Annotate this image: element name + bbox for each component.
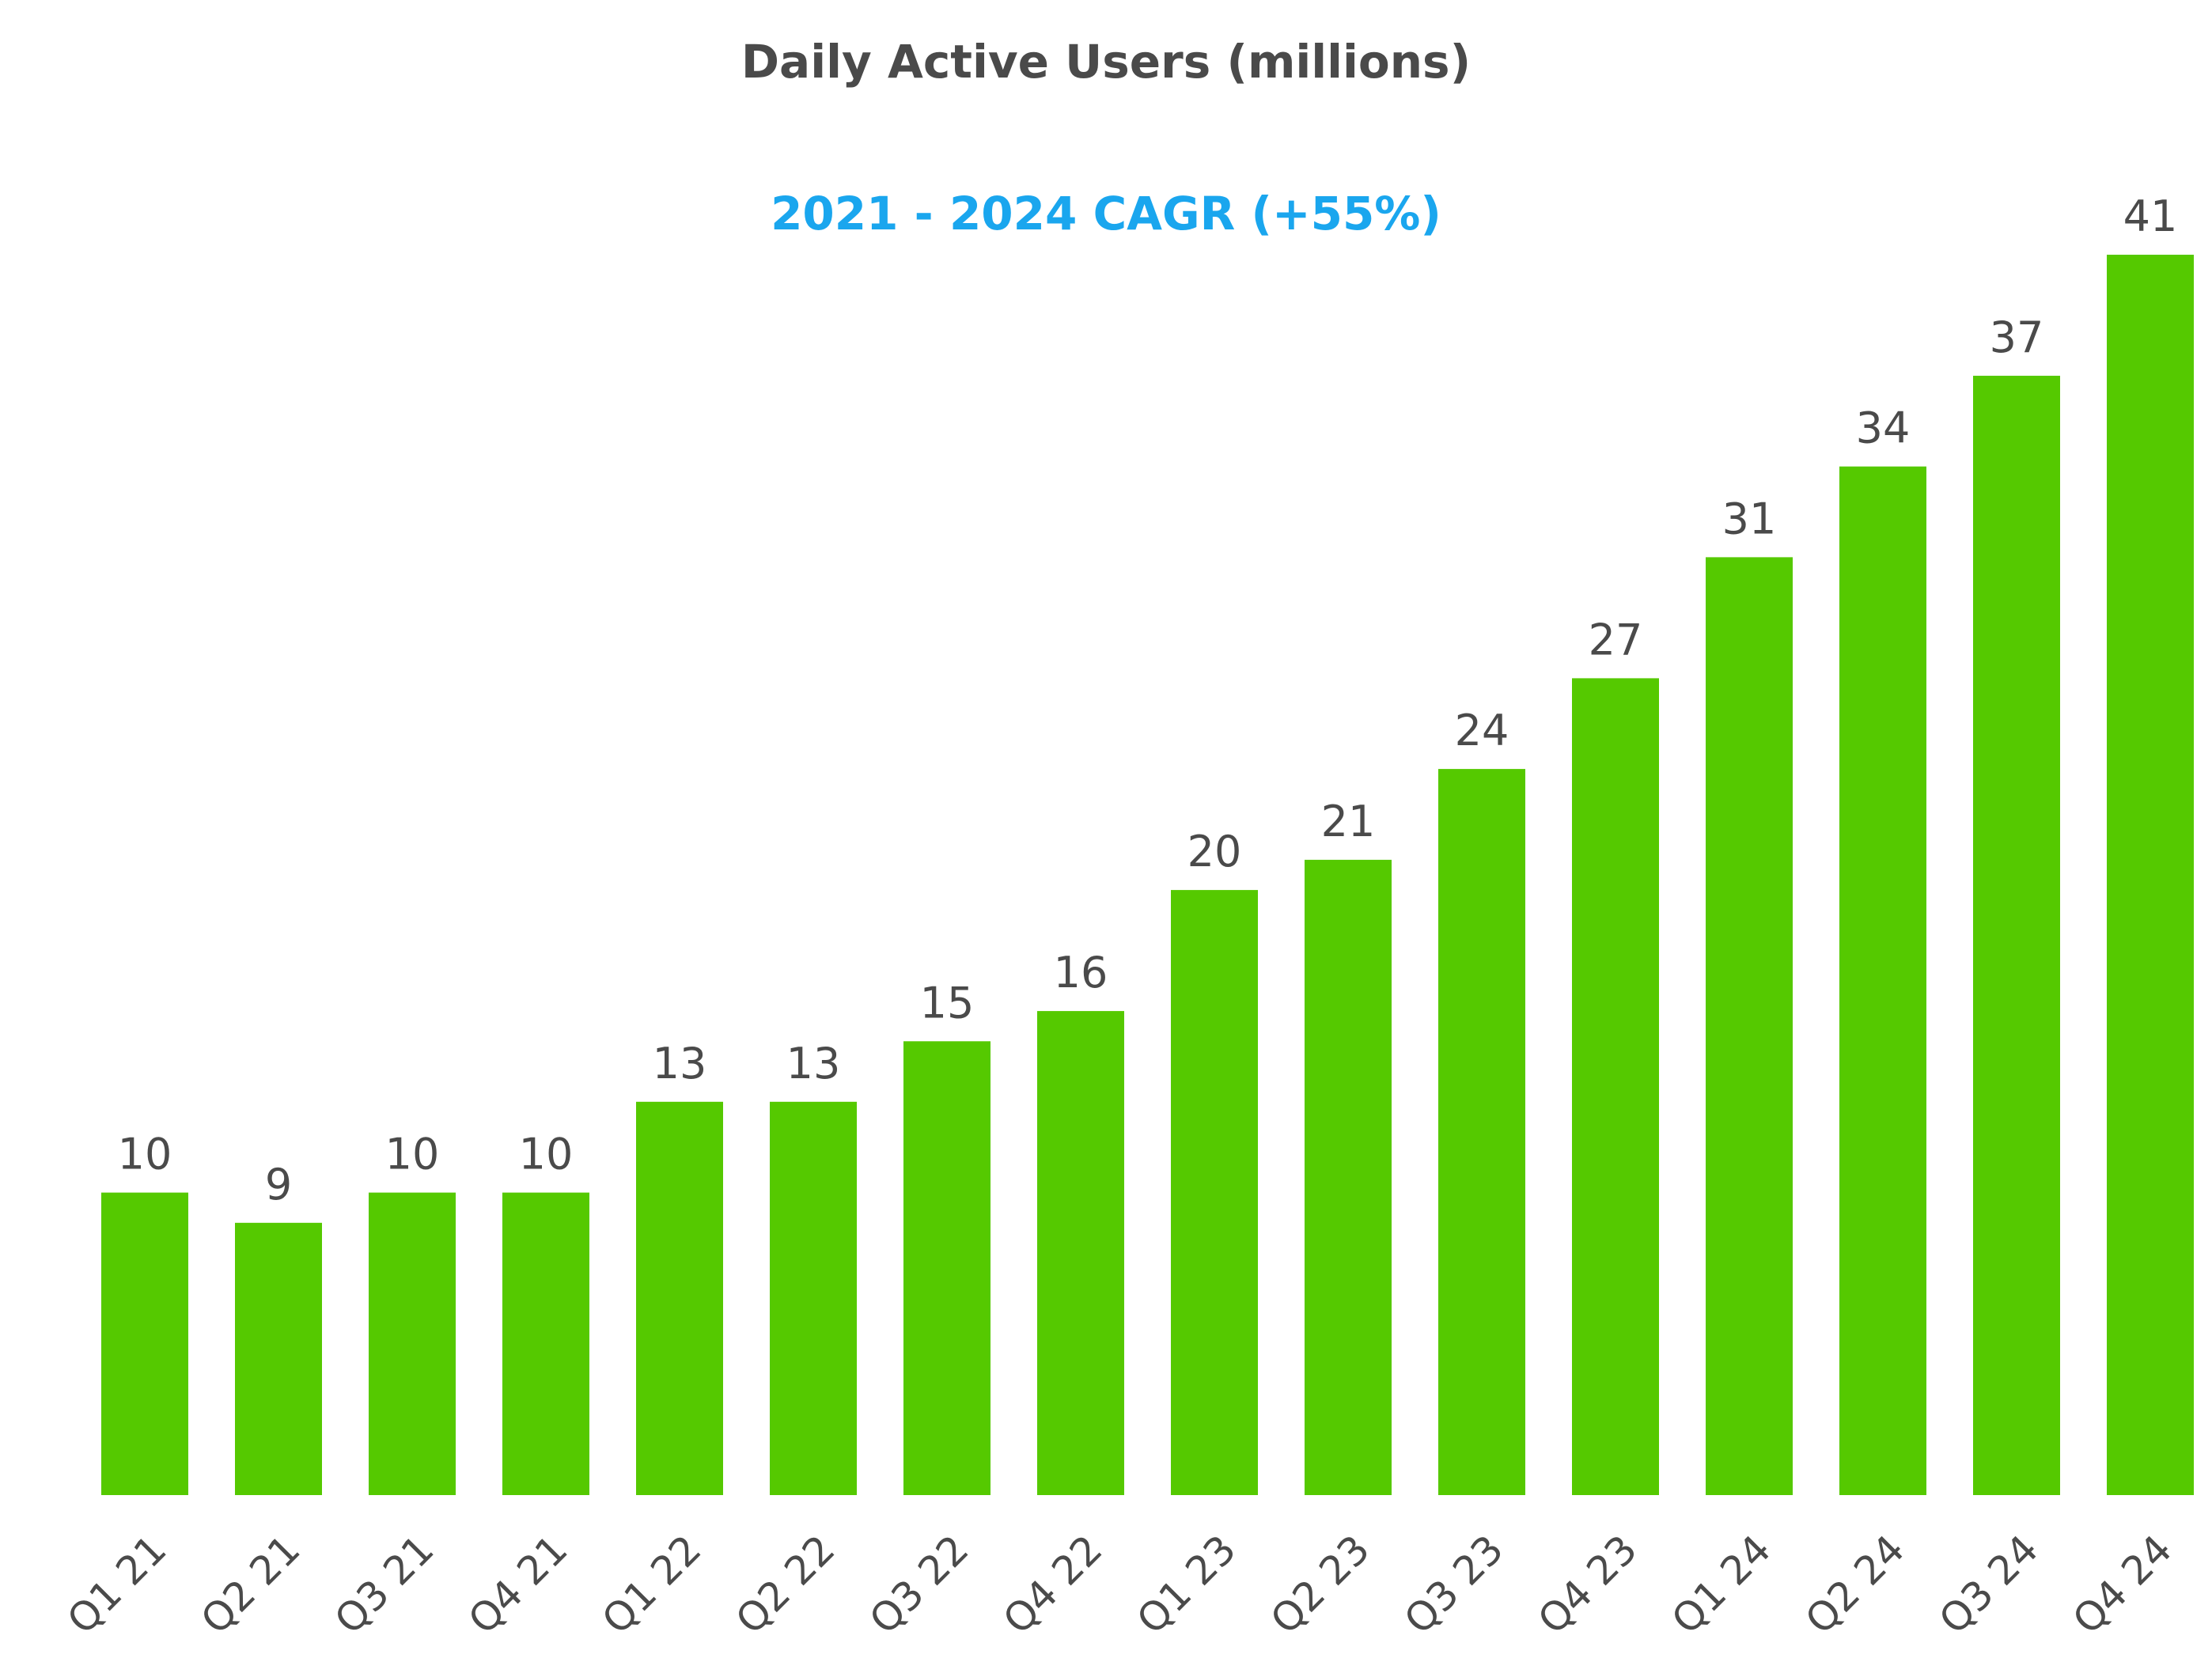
data-label: 10 xyxy=(385,1130,440,1179)
data-label: 13 xyxy=(653,1039,707,1088)
data-label: 20 xyxy=(1187,827,1242,876)
bar-q2-23 xyxy=(1305,859,1392,1495)
bar-q4-24 xyxy=(2107,255,2194,1495)
data-label: 9 xyxy=(265,1160,292,1210)
bar-q2-21 xyxy=(235,1222,322,1495)
bar-q4-23 xyxy=(1572,678,1659,1495)
x-tick-label: Q3 21 xyxy=(326,1526,443,1643)
bar-q4-22 xyxy=(1037,1011,1124,1495)
x-tick-label: Q1 22 xyxy=(593,1526,710,1643)
data-label: 31 xyxy=(1722,494,1777,543)
data-label: 21 xyxy=(1321,797,1376,846)
data-label: 27 xyxy=(1589,615,1643,664)
x-tick-label: Q3 22 xyxy=(861,1526,978,1643)
x-tick-label: Q2 23 xyxy=(1262,1526,1379,1643)
chart-title: Daily Active Users (millions) xyxy=(740,35,1472,89)
data-label: 15 xyxy=(920,978,975,1028)
data-label: 37 xyxy=(1990,312,2044,362)
data-label: 10 xyxy=(519,1130,574,1179)
x-tick-label: Q1 23 xyxy=(1128,1526,1245,1643)
data-label: 10 xyxy=(118,1130,172,1179)
x-tick-label: Q4 24 xyxy=(2064,1526,2181,1643)
x-tick-label: Q3 23 xyxy=(1396,1526,1513,1643)
bar-q1-23 xyxy=(1171,890,1258,1495)
x-tick-label: Q2 24 xyxy=(1797,1526,1914,1643)
data-label: 24 xyxy=(1455,706,1509,755)
x-tick-label: Q1 24 xyxy=(1663,1526,1780,1643)
data-label: 16 xyxy=(1054,948,1108,998)
bar-q3-24 xyxy=(1973,376,2060,1495)
bar-q3-23 xyxy=(1438,769,1525,1495)
bar-q1-21 xyxy=(101,1192,188,1495)
data-label: 34 xyxy=(1856,403,1911,453)
bar-q2-22 xyxy=(770,1101,857,1495)
x-tick-label: Q3 24 xyxy=(1930,1526,2047,1643)
bar-q3-21 xyxy=(369,1192,456,1495)
bar-q3-22 xyxy=(903,1041,990,1495)
bar-q2-24 xyxy=(1839,466,1926,1496)
x-tick-label: Q2 21 xyxy=(192,1526,309,1643)
chart-subtitle: 2021 - 2024 CAGR (+55%) xyxy=(771,187,1441,240)
x-tick-label: Q4 21 xyxy=(460,1526,577,1643)
x-tick-label: Q2 22 xyxy=(727,1526,844,1643)
bar-q4-21 xyxy=(502,1192,589,1495)
bar-q1-22 xyxy=(636,1101,723,1495)
x-tick-label: Q4 23 xyxy=(1529,1526,1646,1643)
data-label: 41 xyxy=(2123,191,2178,241)
bar-q1-24 xyxy=(1706,557,1793,1495)
x-tick-label: Q1 21 xyxy=(59,1526,176,1643)
x-tick-label: Q4 22 xyxy=(994,1526,1112,1643)
data-label: 13 xyxy=(786,1039,841,1088)
